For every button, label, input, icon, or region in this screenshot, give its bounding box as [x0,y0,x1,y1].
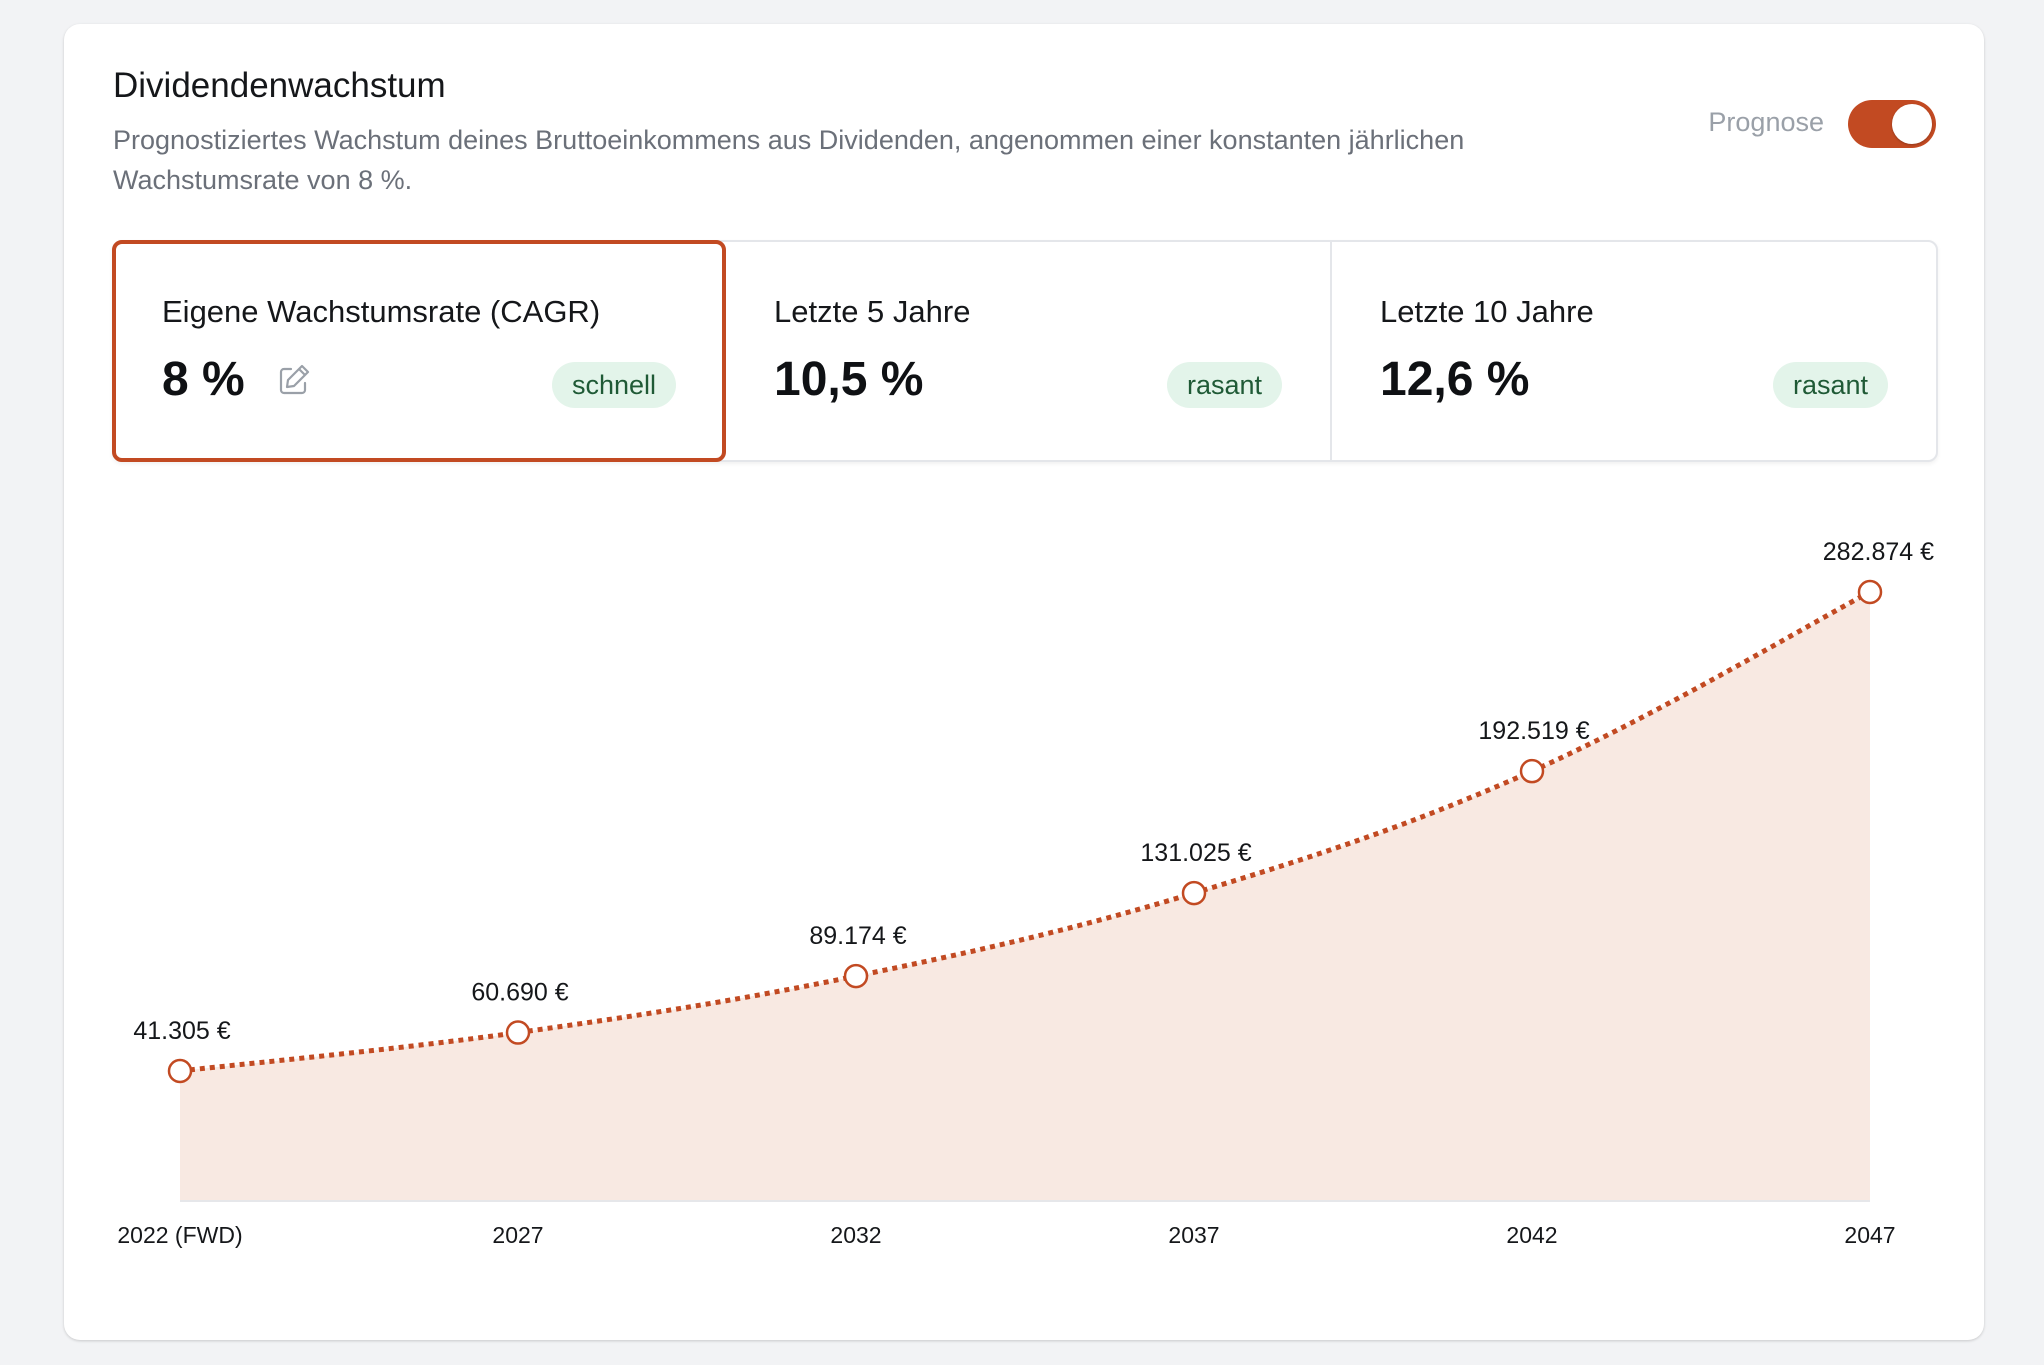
card-title: Dividendenwachstum [113,66,446,105]
stat-own-cagr[interactable]: Eigene Wachstumsrate (CAGR) 8 % schnell [112,240,726,462]
stat-value: 12,6 % [1380,353,1530,406]
x-tick-label: 2042 [1506,1222,1557,1248]
forecast-toggle[interactable] [1848,100,1936,148]
stat-last-10-years[interactable]: Letzte 10 Jahre 12,6 % rasant [1332,242,1936,460]
data-point-marker [843,963,869,989]
growth-rate-selector: Eigene Wachstumsrate (CAGR) 8 % schnell … [112,240,1938,462]
stat-value: 8 % [162,353,245,406]
data-label: 41.305 € [133,1017,230,1045]
toggle-knob [1892,104,1932,144]
data-label: 89.174 € [809,922,906,950]
stat-last-5-years[interactable]: Letzte 5 Jahre 10,5 % rasant [726,242,1332,460]
data-point-marker [167,1058,193,1084]
data-label: 192.519 € [1478,717,1589,745]
data-point-marker [1181,880,1207,906]
stat-label: Letzte 10 Jahre [1380,294,1594,329]
data-point-marker [505,1020,531,1045]
data-point-marker [1519,758,1545,784]
x-tick-label: 2032 [830,1222,881,1248]
status-badge: schnell [551,362,676,408]
data-label: 60.690 € [471,979,568,1007]
dividend-growth-card: Dividendenwachstum Prognostiziertes Wach… [64,24,1984,1340]
x-tick-label: 2027 [492,1222,543,1248]
card-subtitle: Prognostiziertes Wachstum deines Bruttoe… [113,125,1465,195]
x-tick-label: 2047 [1844,1222,1895,1248]
stat-value: 10,5 % [774,353,924,406]
forecast-toggle-label: Prognose [1708,107,1824,137]
series-line [179,589,1872,1074]
pencil-edit-icon[interactable] [276,362,312,398]
stat-label: Eigene Wachstumsrate (CAGR) [162,294,601,329]
data-label: 282.874 € [1823,538,1934,566]
x-tick-label: 2037 [1168,1222,1219,1248]
stat-label: Letzte 5 Jahre [774,294,971,329]
x-tick-label: 2022 (FWD) [117,1222,242,1248]
chart-area [180,592,1870,1201]
dividend-growth-chart: 41.305 € 2022 (FWD) 60.690 € 2027 89.174 € 20… [117,538,1934,1248]
data-point-marker [1857,579,1883,605]
data-label: 131.025 € [1140,839,1251,867]
status-badge: rasant [1772,362,1888,408]
status-badge: rasant [1166,362,1282,408]
